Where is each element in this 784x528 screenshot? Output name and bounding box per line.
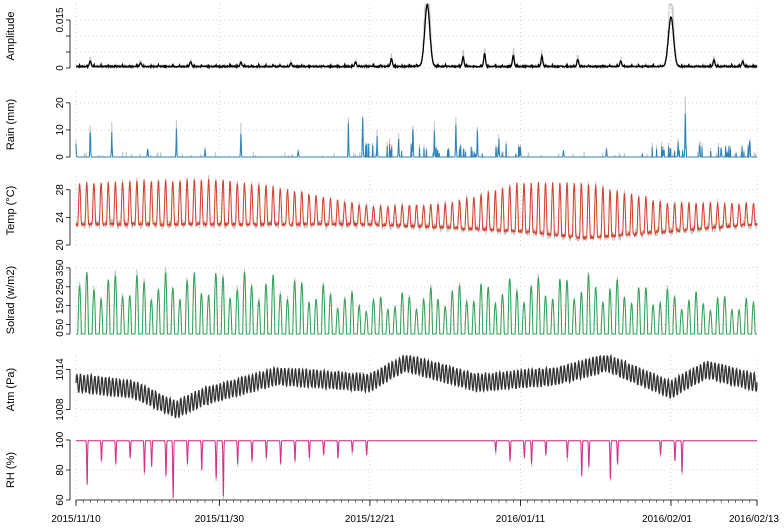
x-tick-label-0: 2015/11/10	[51, 514, 101, 525]
y-tick-label-rain-0: 0	[55, 154, 66, 160]
y-tick-label-amplitude-0: 0	[55, 65, 66, 71]
x-tick-label-2: 2015/12/21	[345, 514, 395, 525]
y-tick-label-solrad-0: 0	[55, 331, 66, 337]
x-axis: 2015/11/10 2015/11/30 2015/12/21 2016/01/11…	[51, 499, 779, 525]
panel-solrad: 050 150 250 350 Solrad (w/m2)	[5, 259, 758, 337]
series-rh	[76, 440, 757, 498]
x-tick-label-5: 2016/02/13	[729, 514, 779, 525]
y-tick-label-rh-0: 60	[55, 494, 66, 506]
y-label-rh: RH (%)	[5, 452, 17, 488]
series-amplitude	[76, 3, 758, 70]
y-label-amplitude: Amplitude	[5, 12, 17, 61]
panel-rh: 60 80 100 RH (%)	[5, 431, 758, 506]
y-tick-label-rh-1: 80	[55, 464, 66, 476]
x-tick-label-4: 2016/02/01	[642, 514, 692, 525]
y-tick-label-rh-2: 100	[55, 431, 66, 448]
panel-amplitude: 0 0.015 Amplitude	[5, 3, 758, 71]
y-tick-label-rain-1: 10	[55, 124, 66, 136]
x-tick-label-1: 2015/11/30	[195, 514, 245, 525]
y-tick-label-atm-0: 1008	[55, 398, 66, 421]
series-shadow-rain	[75, 96, 757, 159]
y-tick-label-temp-0: 20	[55, 239, 66, 251]
series-solrad	[76, 271, 757, 335]
y-tick-label-solrad-3: 250	[55, 278, 66, 295]
y-tick-label-solrad-1: 50	[55, 319, 66, 331]
y-label-rain: Rain (mm)	[5, 99, 17, 150]
series-shadow-amplitude	[75, 3, 758, 69]
panel-atm: 1008 1014 Atm (Pa)	[5, 353, 758, 423]
y-tick-label-solrad-2: 150	[55, 297, 66, 314]
y-tick-label-atm-1: 1014	[55, 358, 66, 381]
y-tick-label-temp-1: 24	[55, 211, 66, 223]
y-tick-label-solrad-4: 350	[55, 259, 66, 276]
panel-temp: 20 24 28 Temp (°C)	[5, 175, 758, 251]
series-atm	[75, 353, 758, 419]
y-label-temp: Temp (°C)	[5, 186, 17, 236]
y-tick-label-temp-2: 28	[55, 184, 66, 196]
y-label-atm: Atm (Pa)	[5, 368, 17, 411]
series-rain	[75, 113, 757, 159]
series-temp	[75, 178, 758, 240]
y-label-solrad: Solrad (w/m2)	[5, 266, 17, 334]
panel-rain: 0 10 20 Rain (mm)	[5, 92, 758, 160]
y-tick-label-rain-2: 20	[55, 97, 66, 109]
x-tick-label-3: 2016/01/11	[496, 514, 546, 525]
y-tick-label-amplitude-3: 0.015	[55, 7, 66, 32]
